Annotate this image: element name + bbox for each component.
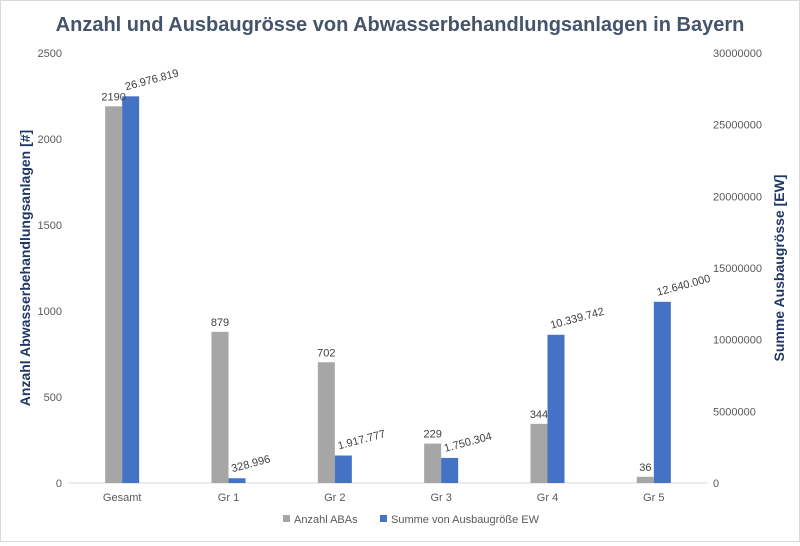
y-axis-right-ticks: 0 5000000 10000000 15000000 20000000 25000000… [713,48,762,490]
y-axis-left-title: Anzahl Abwasserbehandlungsanlagen [#] [17,130,33,406]
data-label-anzahl: 344 [530,409,548,421]
y-axis-right-title: Summe Ausbaugrösse [EW] [771,175,787,362]
x-tick-label: Gr 4 [537,492,558,504]
bar-ausbaugroesse [547,334,565,483]
y-right-tick-label: 0 [713,478,719,490]
data-label-ausbaugroesse: 10.339.742 [549,306,605,332]
y-left-tick-label: 1000 [38,306,62,318]
y-left-tick-label: 1500 [38,220,62,232]
x-tick-label: Gr 3 [430,492,451,504]
y-left-tick-label: 0 [56,478,62,490]
y-right-tick-label: 20000000 [713,191,762,203]
y-left-tick-label: 500 [44,392,62,404]
y-left-tick-label: 2500 [38,48,62,60]
y-right-tick-label: 15000000 [713,263,762,275]
data-label-anzahl: 702 [317,347,335,359]
bar-anzahl [317,362,335,483]
y-right-tick-label: 25000000 [713,120,762,132]
bar-anzahl [636,476,654,483]
x-axis: Gesamt Gr 1 Gr 2 Gr 3 Gr 4 Gr 5 [69,482,707,504]
data-label-ausbaugroesse: 328.996 [230,453,272,475]
bar-ausbaugroesse [228,478,246,483]
legend-swatch [283,515,290,522]
x-tick-label: Gesamt [103,492,142,504]
bar-anzahl [211,331,229,483]
bars [105,96,671,483]
legend-label: Anzahl ABAs [294,514,358,526]
y-right-tick-label: 30000000 [713,48,762,60]
chart-title: Anzahl und Ausbaugrösse von Abwasserbeha… [56,14,745,36]
y-right-tick-label: 5000000 [713,406,756,418]
legend-swatch [380,515,387,522]
data-label-anzahl: 36 [639,462,651,474]
x-tick-label: Gr 5 [643,492,664,504]
y-axis-left-ticks: 0 500 1000 1500 2000 2500 [38,48,62,490]
data-label-anzahl: 879 [211,317,229,329]
bar-ausbaugroesse [122,96,140,483]
legend-label: Summe von Ausbaugröße EW [391,514,540,526]
bar-ausbaugroesse [441,457,459,483]
y-left-tick-label: 2000 [38,134,62,146]
bar-anzahl [530,423,548,483]
bar-anzahl [105,106,123,483]
bar-anzahl [424,443,442,483]
bar-ausbaugroesse [653,301,671,483]
legend: Anzahl ABAs Summe von Ausbaugröße EW [283,514,540,526]
bar-ausbaugroesse [334,455,352,483]
data-label-ausbaugroesse: 1.750.304 [443,431,493,455]
data-label-anzahl: 2190 [101,91,125,103]
data-label-anzahl: 229 [423,429,441,441]
data-label-ausbaugroesse: 26.976.819 [124,67,180,93]
y-right-tick-label: 10000000 [713,335,762,347]
data-label-ausbaugroesse: 12.640.000 [656,273,712,299]
x-tick-label: Gr 2 [324,492,345,504]
data-label-ausbaugroesse: 1.917.777 [337,428,387,452]
x-tick-label: Gr 1 [218,492,239,504]
